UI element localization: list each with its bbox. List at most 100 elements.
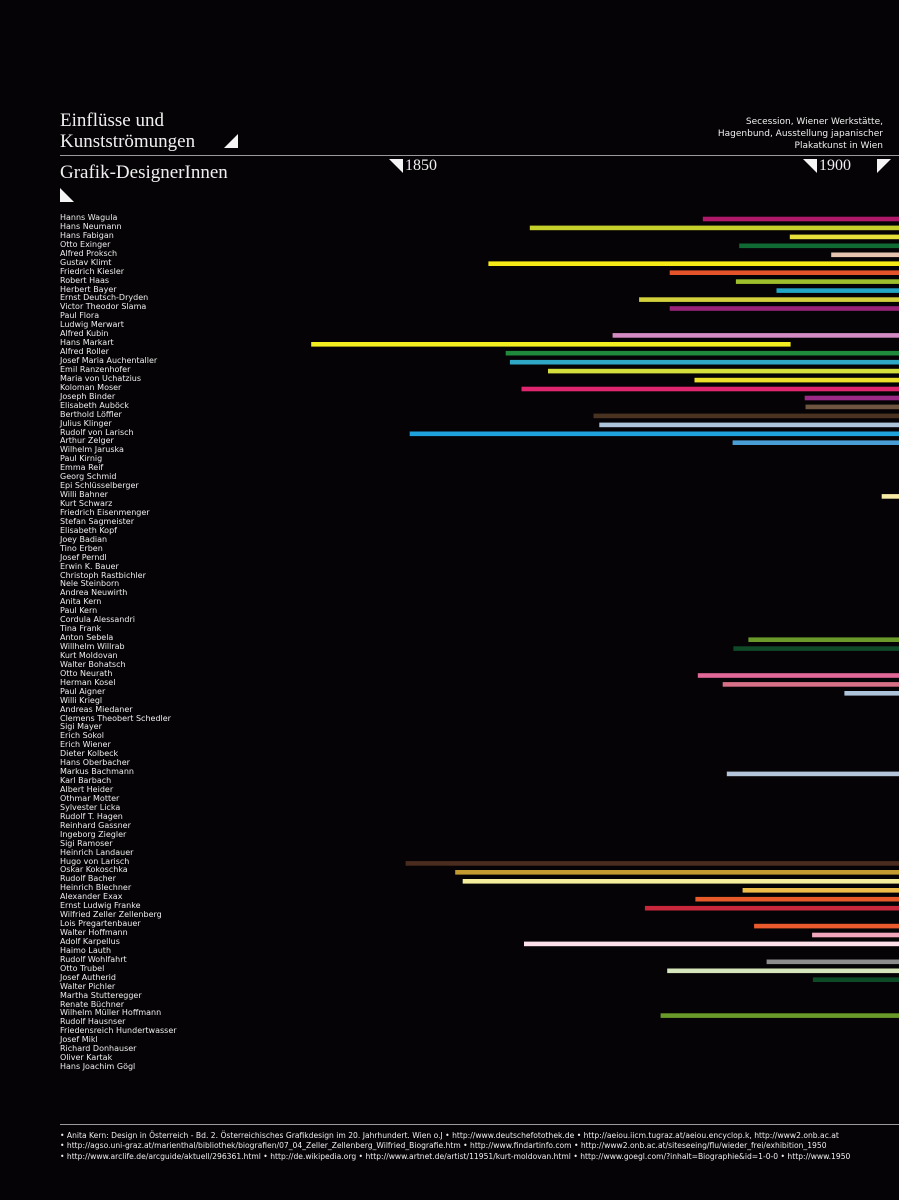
designer-name: Hans Fabigan [60,230,114,240]
designer-name: Epi Schlüsselberger [60,481,139,491]
timeline-bar [697,673,899,678]
designer-name: Wilfried Zeller Zellenberg [60,910,162,920]
designer-name: Karl Barbach [60,776,112,786]
timeline-bar [505,350,899,356]
designer-name: Paul Flora [60,311,100,321]
designer-name: Rudolf Wohlfahrt [60,954,127,964]
timeline-bar [831,252,899,258]
designer-name: Robert Haas [60,275,110,285]
designer-name: Walter Hoffmann [60,928,128,937]
designer-name: Erwin K. Bauer [60,561,119,571]
designer-name: Haimo Lauth [60,945,112,955]
timeline-bar [805,404,899,410]
designer-name: Maria von Uchatzius [60,373,142,383]
designer-name: Gustav Klimt [60,257,112,267]
influences-note: Secession, Wiener Werkstätte, Hagenbund,… [623,116,883,152]
designer-name: Kurt Moldovan [60,650,118,660]
timeline-bar [529,225,899,231]
timeline-bar [702,216,899,222]
designer-name: Paul Kern [60,606,98,616]
designer-name: Herbert Bayer [60,284,117,294]
designer-name: Otto Exinger [60,239,111,249]
designer-name: Rudolf T. Hagen [60,811,123,821]
designer-name: Hans Joachim Gögl [60,1062,136,1072]
timeline-bar [694,377,899,383]
designer-name: Wilhelm Jaruska [60,445,124,455]
designer-name: Erich Sokol [60,731,105,741]
designer-name: Ludwig Merwart [60,320,124,330]
designer-name: Dieter Kolbeck [60,749,119,759]
designer-name: Tino Erben [60,543,103,553]
designer-name: Willi Bahner [60,490,108,500]
designer-name: Anita Kern [60,597,102,607]
designer-name: Alfred Proksch [60,248,118,258]
designer-name: Emil Ranzenhofer [60,364,131,374]
source-line-1: • Anita Kern: Design in Österreich - Bd.… [60,1131,839,1140]
timeline-bar [455,870,899,875]
designer-name: Kurt Schwarz [60,499,113,508]
timeline-bar [748,637,899,642]
timeline-bar [612,333,899,338]
designer-name: Willi Kriegl [60,695,103,705]
designer-name: Friedensreich Hundertwasser [60,1026,177,1036]
designer-name: Victor Theodor Slama [60,302,147,312]
timeline-bar [804,395,899,401]
designer-name: Martha Stutteregger [60,990,142,1000]
designer-name: Friedrich Kiesler [60,266,125,276]
designer-name: Josef Autherid [60,972,116,982]
designer-name: Stefan Sagmeister [60,516,134,526]
designer-name: Hans Oberbacher [60,758,130,768]
year-label-1900: 1900 [819,157,851,174]
designer-name: Hugo von Larisch [60,856,130,866]
title-line-2: Kunstströmungen [60,131,196,152]
designer-name: Julius Klinger [60,418,112,428]
designer-name: Oliver Kartak [60,1053,113,1063]
sources-footer: • Anita Kern: Design in Österreich - Bd.… [60,1124,899,1162]
designer-name: Erich Wiener [60,740,111,750]
designer-name: Cordula Alessandri [60,615,135,625]
designer-name: Ingeborg Ziegler [60,829,127,839]
timeline-bar [733,646,899,651]
designer-name: Joey Badian [60,534,108,544]
designer-name: Tina Frank [60,624,102,634]
designer-name: Sylvester Licka [60,802,121,812]
timeline-bar [667,968,899,974]
timeline-bar [776,288,899,293]
designer-name: Paul Aigner [60,686,106,696]
designer-name: Walter Bohatsch [60,659,126,669]
timeline-bar [524,941,899,947]
designer-name: Sigi Mayer [60,722,102,732]
designer-name: Ernst Deutsch-Dryden [60,293,149,303]
timeline-bar [695,896,899,902]
timeline-bar [766,959,899,965]
designer-name: Rudolf Hausnser [60,1017,126,1027]
designer-name: Rudolf von Larisch [60,427,134,437]
designer-name: Othmar Motter [60,793,120,803]
timeline-bar [739,243,899,249]
designer-name: Otto Neurath [60,668,113,678]
designer-name: Berthold Löffler [60,409,122,419]
designer-name: Hans Markart [60,338,114,348]
designer-name: Albert Heider [60,785,114,794]
tick-marker-1900-icon [803,159,817,173]
timeline-bar [726,771,899,777]
chart-title: Einflüsse und Kunstströmungen [60,110,195,152]
designer-name: Heinrich Landauer [60,847,134,857]
designer-name: Koloman Moser [60,382,122,392]
designer-name: Lois Pregartenbauer [60,919,141,929]
timeline-bar [593,413,899,419]
designer-name: Alexander Exax [60,892,123,902]
timeline-bar [735,279,899,284]
designer-name: Alfred Roller [60,347,109,357]
timeline-bar [812,932,899,938]
designer-name: Heinrich Blechner [60,883,132,893]
timeline-bar [742,888,899,893]
designer-name: Clemens Theobert Schedler [60,713,171,723]
designer-name-list: Hanns Wagula Hans Neumann Hans Fabigan Otto… [60,213,240,1072]
timeline-bar [644,905,899,911]
designer-name: Herman Kosel [60,677,116,687]
designer-name: Andrea Neuwirth [60,588,128,598]
title-line-1: Einflüsse und [60,110,164,131]
designer-name: Elisabeth Kopf [60,525,117,535]
